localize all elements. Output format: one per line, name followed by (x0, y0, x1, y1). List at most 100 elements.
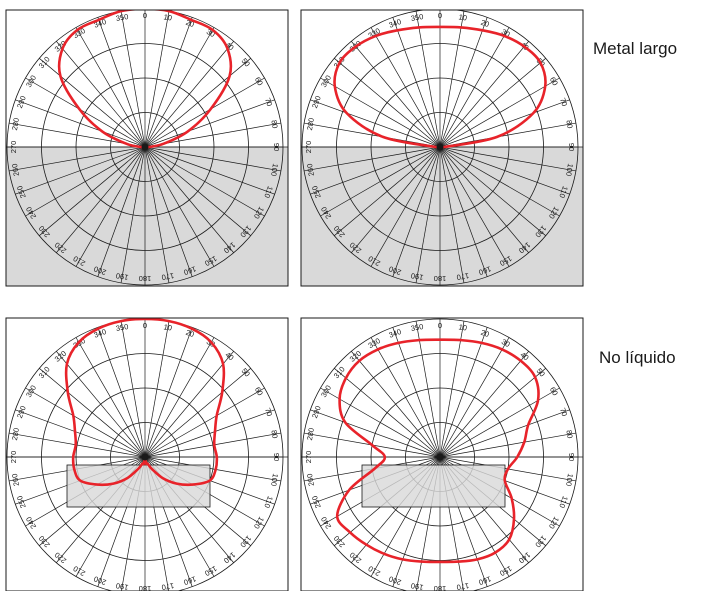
angle-label-250: 250 (15, 495, 28, 510)
angle-label-290: 290 (310, 95, 323, 110)
grid-spoke-60 (144, 77, 265, 148)
label-no-liquido: No líquido (599, 348, 676, 367)
angle-label-0: 0 (438, 321, 442, 330)
angle-label-350: 350 (410, 12, 424, 23)
angle-label-250: 250 (310, 185, 323, 200)
angle-label-250: 250 (310, 495, 323, 510)
angle-label-260: 260 (10, 163, 21, 177)
angle-label-290: 290 (15, 405, 28, 420)
angle-label-340: 340 (388, 327, 403, 340)
angle-label-60: 60 (548, 385, 560, 397)
angle-label-170: 170 (161, 581, 175, 591)
grid-spoke-190 (415, 146, 441, 283)
grid-spoke-240 (25, 146, 146, 217)
angle-label-170: 170 (456, 581, 470, 591)
polar-panel-4: 0 102030405060708090100110120130140150160… (300, 317, 584, 591)
angle-label-260: 260 (305, 473, 316, 487)
grid-spoke-60 (439, 77, 560, 148)
grid-spoke-300 (320, 77, 441, 148)
grid-spoke-340 (392, 17, 441, 148)
polar-panel-3: 0 102030405060708090100110120130140150160… (5, 317, 289, 591)
grid-spoke-310 (39, 368, 146, 458)
angle-label-350: 350 (410, 322, 424, 333)
angle-label-20: 20 (185, 328, 196, 339)
angle-label-100: 100 (269, 473, 280, 487)
angle-label-90: 90 (272, 143, 281, 151)
angle-label-80: 80 (269, 429, 279, 439)
pattern-curve (335, 338, 540, 564)
angle-label-270: 270 (9, 141, 18, 154)
angle-label-160: 160 (183, 574, 198, 587)
angle-label-30: 30 (205, 27, 217, 39)
angle-label-190: 190 (410, 271, 424, 282)
grid-spoke-80 (144, 432, 281, 458)
angle-label-250: 250 (15, 185, 28, 200)
angle-label-280: 280 (10, 427, 21, 441)
angle-label-70: 70 (263, 97, 274, 108)
angle-labels: 0 102030405060708090100110120130140150160… (9, 321, 281, 591)
grid-spoke-330 (75, 27, 146, 148)
grid-spoke-170 (144, 146, 170, 283)
angle-label-280: 280 (10, 117, 21, 131)
grid-spoke-150 (439, 146, 510, 267)
angle-label-280: 280 (305, 117, 316, 131)
angle-label-60: 60 (548, 75, 560, 87)
angle-label-100: 100 (564, 163, 575, 177)
grid-spoke-70 (144, 99, 275, 148)
angle-label-60: 60 (253, 75, 265, 87)
grid-spoke-40 (144, 41, 234, 148)
angle-label-30: 30 (500, 27, 512, 39)
polar-grid (6, 318, 288, 591)
angle-label-200: 200 (388, 574, 403, 587)
angle-label-160: 160 (478, 574, 493, 587)
grid-spoke-220 (56, 146, 146, 253)
angle-label-160: 160 (478, 264, 493, 277)
angle-label-70: 70 (263, 407, 274, 418)
grid-spoke-10 (144, 321, 170, 458)
angle-label-10: 10 (163, 12, 173, 22)
angle-label-190: 190 (410, 581, 424, 591)
shaded-region (6, 147, 288, 286)
angle-label-90: 90 (567, 453, 576, 461)
grid-spoke-10 (439, 321, 465, 458)
grid-spoke-30 (144, 27, 215, 148)
grid-spoke-160 (144, 146, 193, 277)
angle-label-190: 190 (115, 271, 129, 282)
angle-label-290: 290 (310, 405, 323, 420)
angle-label-260: 260 (10, 473, 21, 487)
label-metal-largo: Metal largo (593, 39, 678, 58)
angle-label-100: 100 (269, 163, 280, 177)
grid-spoke-160 (439, 146, 488, 277)
panel-frame (5, 317, 289, 591)
grid-spoke-140 (144, 146, 234, 253)
angle-label-270: 270 (9, 451, 18, 464)
grid-spoke-320 (56, 351, 146, 458)
grid-spoke-100 (144, 456, 281, 482)
grid-spoke-340 (97, 327, 146, 458)
angle-label-280: 280 (305, 427, 316, 441)
grid-spoke-250 (310, 146, 441, 195)
angle-labels: 0 102030405060708090100110120130140150160… (304, 321, 576, 591)
grid-spoke-200 (97, 146, 146, 277)
grid-spoke-140 (439, 146, 529, 253)
grid-spoke-260 (304, 146, 441, 172)
grid-spoke-130 (439, 146, 546, 236)
angle-label-270: 270 (304, 141, 313, 154)
angle-label-10: 10 (458, 12, 468, 22)
angle-label-160: 160 (183, 264, 198, 277)
grid-spoke-40 (439, 41, 529, 148)
grid-spoke-110 (439, 146, 570, 195)
grid-spoke-150 (144, 146, 215, 267)
angle-label-200: 200 (93, 264, 108, 277)
angle-label-10: 10 (458, 322, 468, 332)
grid-spoke-30 (144, 337, 215, 458)
grid-spoke-320 (56, 41, 146, 148)
angle-label-190: 190 (115, 581, 129, 591)
grid-spoke-30 (439, 337, 510, 458)
angle-label-290: 290 (15, 95, 28, 110)
angle-label-180: 180 (139, 584, 152, 591)
grid-spoke-310 (334, 368, 441, 458)
angle-label-90: 90 (567, 143, 576, 151)
grid-spoke-50 (144, 58, 251, 148)
grid-spoke-40 (439, 351, 529, 458)
